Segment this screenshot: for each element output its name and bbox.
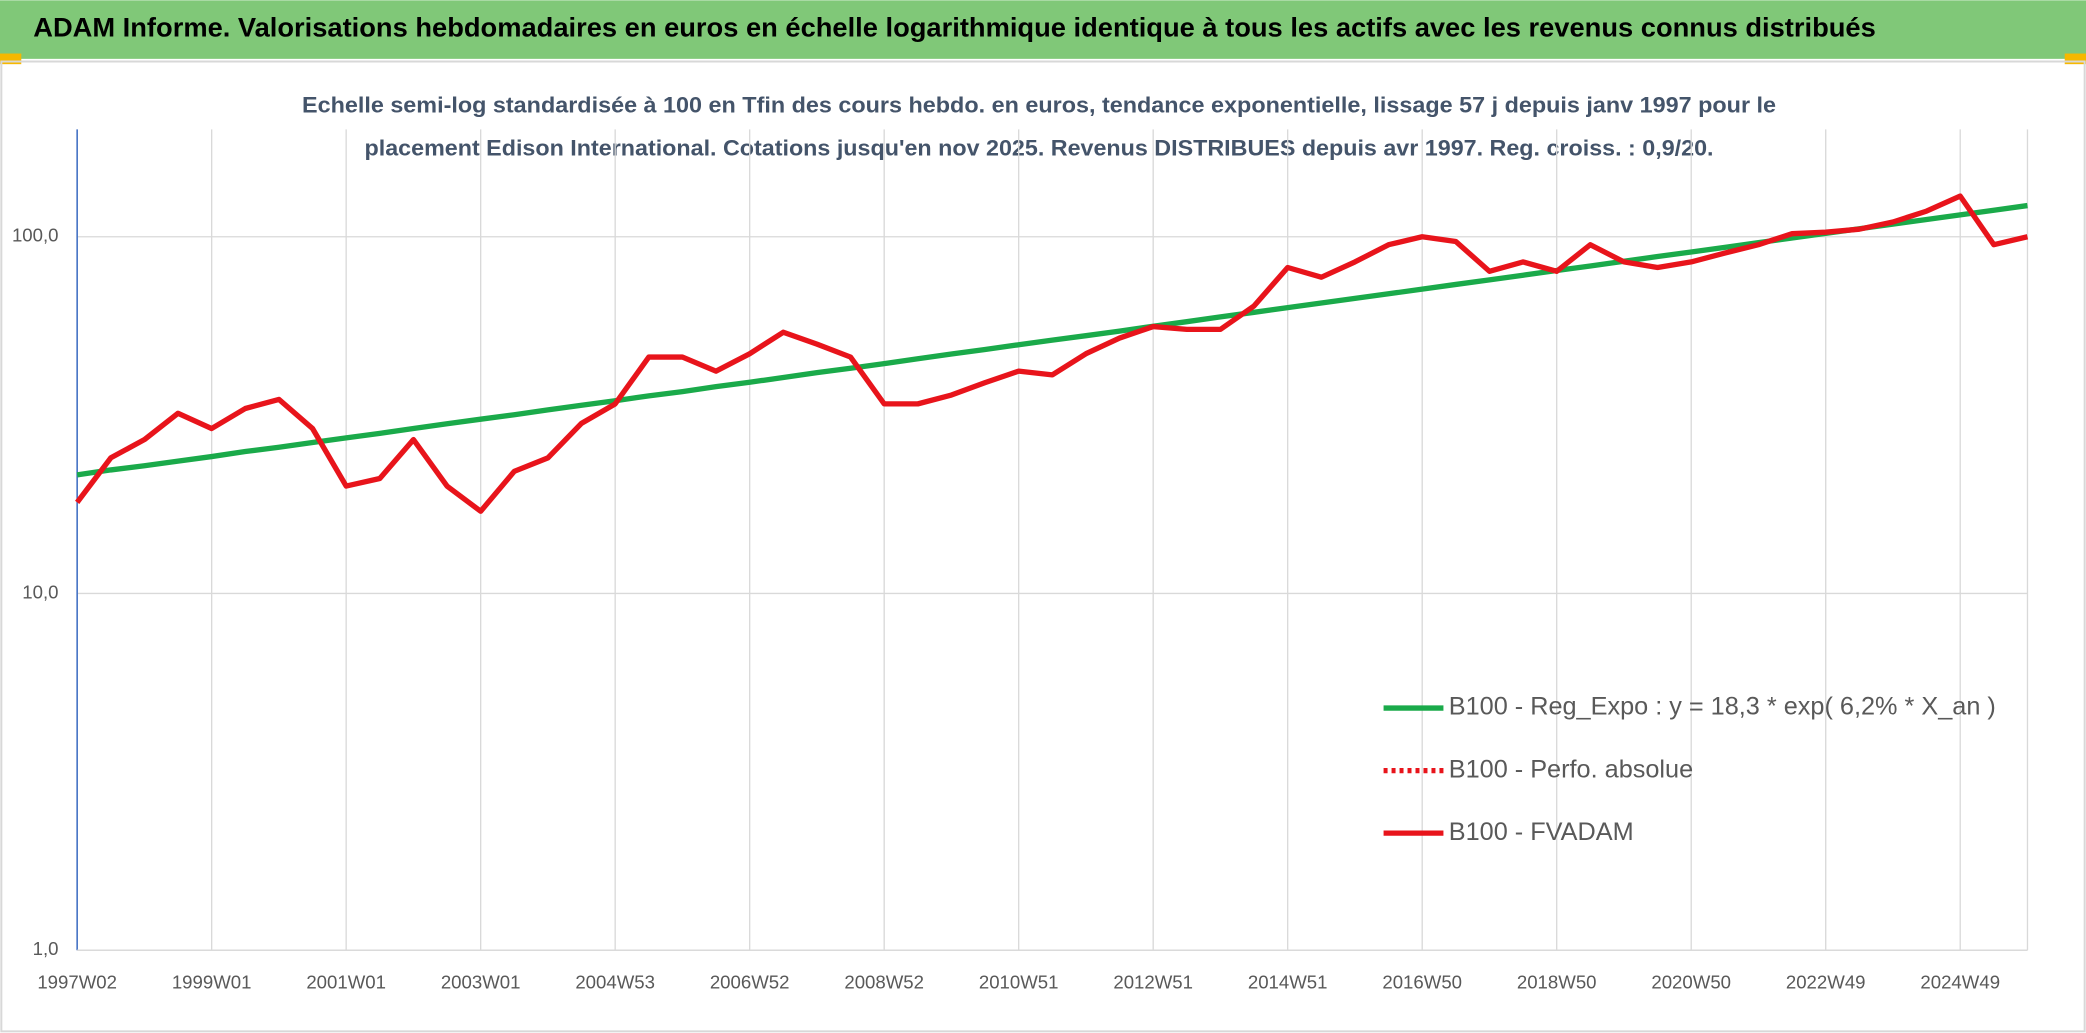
corner (2064, 53, 2086, 65)
header-bar (0, 0, 2086, 59)
series-line (75, 193, 2029, 514)
x-tick-label: 2008W52 (844, 971, 924, 992)
x-tick-label: 2006W52 (710, 971, 790, 992)
x-tick-label: 2004W53 (575, 971, 655, 992)
y-tick-label: 100,0 (12, 225, 59, 246)
legend-label: B100 - FVADAM (1449, 818, 1634, 846)
chart-subtitle: Echelle semi-log standardisée à 100 en T… (302, 93, 1776, 118)
legend-label: B100 - Reg_Expo : y = 18,3 * exp( 6,2% *… (1449, 693, 1996, 721)
legend-label: B100 - Perfo. absolue (1449, 755, 1693, 783)
x-tick-label: 2022W49 (1786, 971, 1866, 992)
x-tick-label: 1997W02 (37, 971, 117, 992)
series-line (76, 202, 2028, 478)
x-tick-label: 2014W51 (1248, 971, 1328, 992)
x-tick-label: 2020W50 (1651, 971, 1731, 992)
chart-subtitle: placement Edison International. Cotation… (365, 135, 1714, 160)
corner (0, 53, 22, 65)
x-tick-label: 2001W01 (306, 971, 386, 992)
y-tick-label: 10,0 (22, 581, 58, 602)
x-tick-label: 2003W01 (441, 971, 521, 992)
y-tick-label: 1,0 (33, 938, 59, 959)
x-tick-label: 2024W49 (1920, 971, 2000, 992)
x-tick-label: 2012W51 (1113, 971, 1193, 992)
x-tick-label: 1999W01 (172, 971, 252, 992)
frame (0, 60, 2086, 1033)
x-tick-label: 2016W50 (1382, 971, 1462, 992)
plot-area: 1,0 10,0 100,0 1997W02 1999W01 2001W01 2003W01… (12, 129, 2029, 992)
x-tick-label: 2010W51 (979, 971, 1059, 992)
x-tick-label: 2018W50 (1517, 971, 1597, 992)
page-title: ADAM Informe. Valorisations hebdomadaire… (33, 13, 1876, 43)
